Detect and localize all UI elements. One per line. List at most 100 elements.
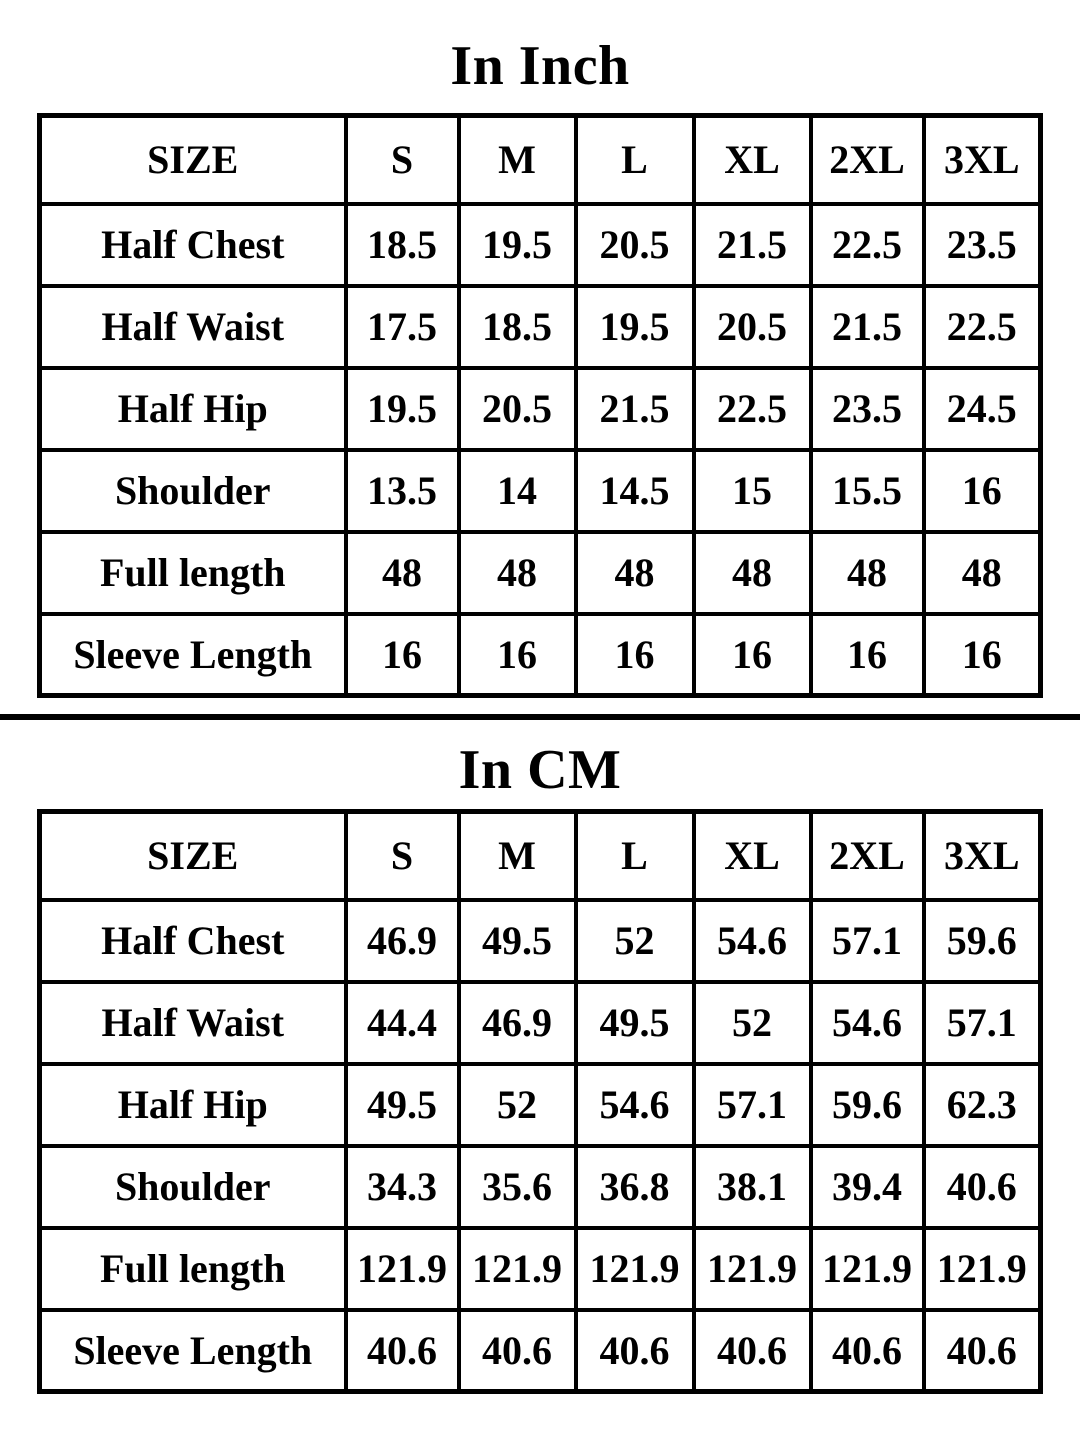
measurement-value: 40.6 (691, 1307, 813, 1394)
cm-size-table: SIZE S M L XL 2XL 3XL Half Chest 46.9 49.5 52 54.6 5… (37, 809, 1043, 1394)
measurement-value: 16 (808, 611, 926, 698)
measurement-row: Full length 48 48 48 48 48 48 (37, 529, 1043, 616)
measurement-value: 59.6 (921, 897, 1043, 984)
measurement-value: 40.6 (808, 1307, 926, 1394)
measurement-label: Half Hip (37, 365, 348, 452)
measurement-value: 39.4 (808, 1143, 926, 1230)
measurement-value: 16 (921, 447, 1043, 534)
measurement-value: 20.5 (456, 365, 578, 452)
cm-section: In CM SIZE S M L XL 2XL 3XL Half Chest 46.9 49.5 5… (0, 720, 1080, 1394)
measurement-value: 121.9 (573, 1225, 696, 1312)
measurement-label: Half Chest (37, 897, 348, 984)
measurement-value: 15.5 (808, 447, 926, 534)
measurement-value: 22.5 (921, 283, 1043, 370)
measurement-value: 19.5 (573, 283, 696, 370)
measurement-value: 48 (343, 529, 461, 616)
measurement-row: Half Chest 18.5 19.5 20.5 21.5 22.5 23.5 (37, 201, 1043, 288)
measurement-value: 23.5 (808, 365, 926, 452)
size-column-header: 3XL (921, 113, 1043, 206)
measurement-value: 57.1 (921, 979, 1043, 1066)
measurement-value: 36.8 (573, 1143, 696, 1230)
size-column-header: XL (691, 113, 813, 206)
measurement-row: Half Waist 17.5 18.5 19.5 20.5 21.5 22.5 (37, 283, 1043, 370)
measurement-value: 40.6 (343, 1307, 461, 1394)
size-header-row: SIZE S M L XL 2XL 3XL (37, 113, 1043, 206)
measurement-value: 54.6 (573, 1061, 696, 1148)
measurement-value: 49.5 (456, 897, 578, 984)
measurement-value: 52 (573, 897, 696, 984)
measurement-value: 24.5 (921, 365, 1043, 452)
measurement-row: Sleeve Length 40.6 40.6 40.6 40.6 40.6 40.6 (37, 1307, 1043, 1394)
inch-section: In Inch SIZE S M L XL 2XL 3XL Half Chest 18.5 19.… (0, 0, 1080, 698)
measurement-row: Half Hip 49.5 52 54.6 57.1 59.6 62.3 (37, 1061, 1043, 1148)
measurement-row: Shoulder 34.3 35.6 36.8 38.1 39.4 40.6 (37, 1143, 1043, 1230)
section-divider (0, 714, 1080, 720)
measurement-value: 21.5 (573, 365, 696, 452)
measurement-value: 49.5 (343, 1061, 461, 1148)
measurement-row: Half Waist 44.4 46.9 49.5 52 54.6 57.1 (37, 979, 1043, 1066)
measurement-value: 21.5 (691, 201, 813, 288)
measurement-value: 15 (691, 447, 813, 534)
measurement-label: Full length (37, 1225, 348, 1312)
measurement-value: 48 (456, 529, 578, 616)
size-column-header: S (343, 113, 461, 206)
measurement-value: 121.9 (808, 1225, 926, 1312)
measurement-value: 38.1 (691, 1143, 813, 1230)
measurement-label: Sleeve Length (37, 611, 348, 698)
measurement-value: 18.5 (456, 283, 578, 370)
measurement-value: 34.3 (343, 1143, 461, 1230)
size-column-header: 2XL (808, 113, 926, 206)
measurement-value: 16 (921, 611, 1043, 698)
measurement-value: 40.6 (921, 1143, 1043, 1230)
measurement-value: 40.6 (573, 1307, 696, 1394)
measurement-value: 54.6 (808, 979, 926, 1066)
measurement-value: 48 (921, 529, 1043, 616)
size-column-header: 3XL (921, 809, 1043, 902)
measurement-value: 121.9 (691, 1225, 813, 1312)
measurement-value: 14 (456, 447, 578, 534)
measurement-value: 19.5 (343, 365, 461, 452)
measurement-value: 40.6 (456, 1307, 578, 1394)
measurement-value: 13.5 (343, 447, 461, 534)
measurement-value: 121.9 (456, 1225, 578, 1312)
size-header-row: SIZE S M L XL 2XL 3XL (37, 809, 1043, 902)
measurement-value: 35.6 (456, 1143, 578, 1230)
measurement-value: 21.5 (808, 283, 926, 370)
measurement-value: 16 (691, 611, 813, 698)
measurement-label: Shoulder (37, 1143, 348, 1230)
measurement-value: 16 (573, 611, 696, 698)
measurement-label: Half Chest (37, 201, 348, 288)
measurement-value: 18.5 (343, 201, 461, 288)
inch-table-title: In Inch (450, 35, 630, 97)
measurement-label: Half Hip (37, 1061, 348, 1148)
measurement-value: 20.5 (573, 201, 696, 288)
measurement-value: 22.5 (691, 365, 813, 452)
measurement-value: 62.3 (921, 1061, 1043, 1148)
measurement-value: 57.1 (808, 897, 926, 984)
measurement-row: Full length 121.9 121.9 121.9 121.9 121.9 121.… (37, 1225, 1043, 1312)
measurement-value: 121.9 (343, 1225, 461, 1312)
measurement-label: Full length (37, 529, 348, 616)
measurement-label: Sleeve Length (37, 1307, 348, 1394)
measurement-row: Half Chest 46.9 49.5 52 54.6 57.1 59.6 (37, 897, 1043, 984)
measurement-value: 49.5 (573, 979, 696, 1066)
size-column-header: 2XL (808, 809, 926, 902)
measurement-row: Shoulder 13.5 14 14.5 15 15.5 16 (37, 447, 1043, 534)
measurement-value: 46.9 (456, 979, 578, 1066)
measurement-value: 14.5 (573, 447, 696, 534)
measurement-value: 16 (343, 611, 461, 698)
measurement-value: 22.5 (808, 201, 926, 288)
measurement-value: 52 (456, 1061, 578, 1148)
size-corner-header: SIZE (37, 809, 348, 902)
measurement-value: 48 (691, 529, 813, 616)
size-column-header: S (343, 809, 461, 902)
size-corner-header: SIZE (37, 113, 348, 206)
size-column-header: M (456, 809, 578, 902)
measurement-value: 54.6 (691, 897, 813, 984)
measurement-value: 20.5 (691, 283, 813, 370)
measurement-label: Shoulder (37, 447, 348, 534)
size-column-header: M (456, 113, 578, 206)
size-column-header: L (573, 809, 696, 902)
measurement-value: 17.5 (343, 283, 461, 370)
